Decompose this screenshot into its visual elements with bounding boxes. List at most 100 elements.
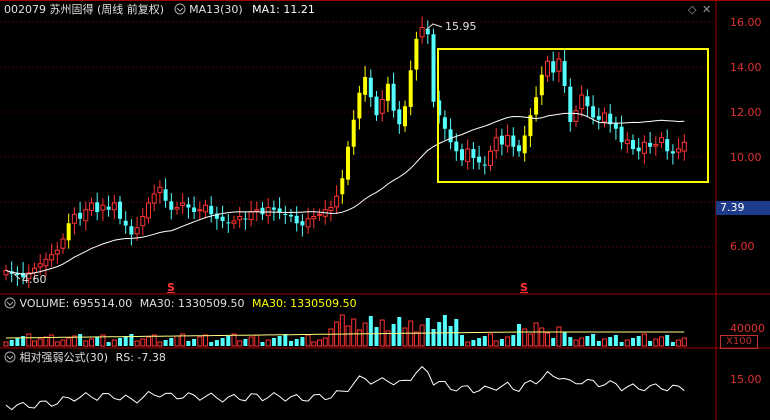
signal-marker: S bbox=[520, 281, 528, 294]
volume-bar bbox=[254, 334, 260, 347]
candle-body bbox=[95, 202, 100, 212]
volume-bar bbox=[356, 329, 362, 347]
volume-bar bbox=[243, 339, 248, 346]
candle-body bbox=[243, 218, 248, 220]
candle-body bbox=[431, 34, 436, 102]
candle-body bbox=[300, 221, 305, 226]
volume-bar bbox=[362, 322, 368, 347]
volume-bar bbox=[493, 340, 499, 347]
volume-bar bbox=[248, 336, 254, 347]
volume-bar bbox=[265, 339, 271, 347]
volume-bar bbox=[220, 338, 225, 346]
candle-body bbox=[648, 142, 653, 147]
volume-bar bbox=[311, 341, 317, 347]
candle-body bbox=[260, 207, 265, 215]
candle-body bbox=[556, 58, 562, 72]
volume-bar bbox=[413, 331, 419, 347]
candle-body bbox=[220, 216, 225, 221]
candle-body bbox=[363, 77, 368, 95]
candle-body bbox=[517, 145, 521, 152]
diamond-icon[interactable]: ◇ bbox=[688, 3, 697, 16]
volume-bar bbox=[636, 336, 641, 346]
volume-bar bbox=[289, 341, 293, 346]
volume-bar bbox=[499, 339, 504, 346]
volume-bar bbox=[442, 315, 447, 346]
volume-bar bbox=[49, 334, 55, 347]
close-icon[interactable]: ✕ bbox=[702, 3, 712, 16]
candle-body bbox=[545, 60, 550, 77]
volume-bar bbox=[568, 337, 573, 346]
candle-body bbox=[334, 195, 340, 208]
candle-body bbox=[111, 202, 117, 211]
candle-body bbox=[596, 116, 601, 120]
volume-bar bbox=[214, 340, 219, 346]
candle-body bbox=[397, 109, 402, 125]
candle-body bbox=[163, 189, 168, 201]
candle-body bbox=[197, 209, 203, 212]
low-leader bbox=[13, 273, 21, 280]
volume-bar bbox=[517, 324, 521, 346]
volume-bar bbox=[15, 338, 20, 346]
rs-value: RS: -7.38 bbox=[115, 351, 166, 364]
candle-body bbox=[134, 227, 140, 235]
candle-body bbox=[482, 164, 487, 166]
candle-body bbox=[477, 156, 482, 163]
volume-bar bbox=[226, 336, 231, 346]
candle-body bbox=[118, 201, 122, 219]
volume-bar bbox=[670, 342, 675, 346]
candle-body bbox=[60, 238, 66, 249]
current-price-tag: 7.39 bbox=[716, 201, 770, 215]
volume-bar bbox=[477, 338, 482, 346]
volume-bar bbox=[648, 341, 653, 346]
volume-bar bbox=[192, 339, 197, 346]
volume-bar bbox=[283, 334, 288, 346]
volume-bar bbox=[585, 336, 590, 346]
volume-ma30-b: MA30: 1330509.50 bbox=[251, 297, 357, 310]
volume-bar bbox=[425, 318, 430, 346]
panel-menu-icon[interactable] bbox=[4, 351, 16, 363]
volume-bar bbox=[676, 339, 682, 347]
volume-bar bbox=[111, 339, 117, 347]
volume-bar bbox=[471, 340, 476, 346]
ma13-label[interactable]: MA13(30) bbox=[189, 3, 243, 16]
rs-line bbox=[5, 365, 685, 411]
candle-body bbox=[368, 77, 373, 98]
volume-bar bbox=[174, 335, 180, 347]
volume-bar bbox=[209, 342, 214, 346]
volume-unit-button[interactable]: X100 bbox=[720, 335, 758, 349]
candle-body bbox=[192, 207, 197, 212]
volume-bar bbox=[402, 327, 408, 347]
price-axis-label: 16.00 bbox=[730, 16, 762, 29]
candle-body bbox=[385, 83, 390, 101]
volume-bar bbox=[539, 327, 545, 347]
panel-menu-icon[interactable] bbox=[4, 297, 16, 309]
volume-bar bbox=[3, 341, 9, 347]
volume-bar bbox=[277, 336, 282, 346]
volume-bar bbox=[71, 335, 77, 347]
volume-bar bbox=[95, 337, 100, 346]
volume-bar bbox=[134, 340, 140, 347]
candle-body bbox=[89, 202, 94, 211]
candle-body bbox=[180, 202, 186, 206]
volume-bar bbox=[573, 339, 579, 347]
candle-body bbox=[585, 96, 590, 107]
volume-bar bbox=[397, 317, 402, 346]
candle-body bbox=[522, 135, 527, 154]
candle-body bbox=[573, 110, 579, 122]
volume-bar bbox=[123, 336, 128, 346]
candle-body bbox=[78, 212, 83, 219]
volume-bar bbox=[579, 337, 585, 347]
candlestick-series bbox=[3, 16, 687, 289]
volume-bar bbox=[339, 314, 345, 347]
volume-bar bbox=[624, 339, 630, 347]
candle-body bbox=[123, 220, 128, 226]
volume-bar bbox=[385, 330, 391, 347]
high-leader bbox=[425, 23, 443, 31]
volume-bar bbox=[374, 327, 379, 346]
candle-body bbox=[37, 263, 43, 268]
candle-body bbox=[528, 115, 533, 137]
settings-icon[interactable] bbox=[174, 3, 186, 15]
rs-title: 相对强弱公式(30) bbox=[19, 351, 109, 364]
volume-bar bbox=[545, 332, 550, 347]
